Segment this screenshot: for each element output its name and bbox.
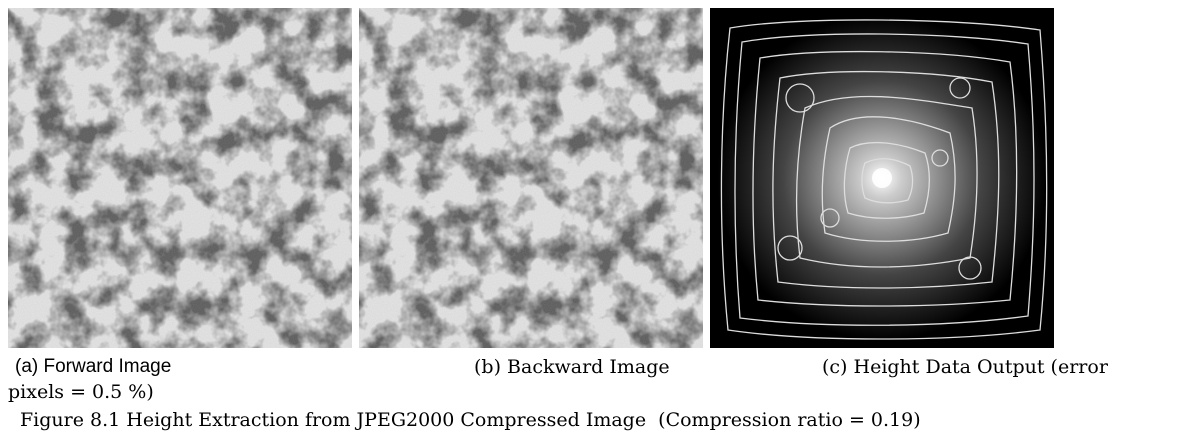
figure-title: Figure 8.1 Height Extraction from JPEG20… (20, 409, 921, 431)
caption: (b) Backward Image (474, 356, 670, 378)
forward-image (8, 8, 352, 348)
caption: (c) Height Data Output (error (822, 356, 1108, 378)
caption: pixels = 0.5 %) (8, 381, 154, 403)
caption: (a) Forward Image (15, 356, 172, 377)
backward-image (359, 8, 703, 348)
height-data-image (710, 8, 1054, 348)
